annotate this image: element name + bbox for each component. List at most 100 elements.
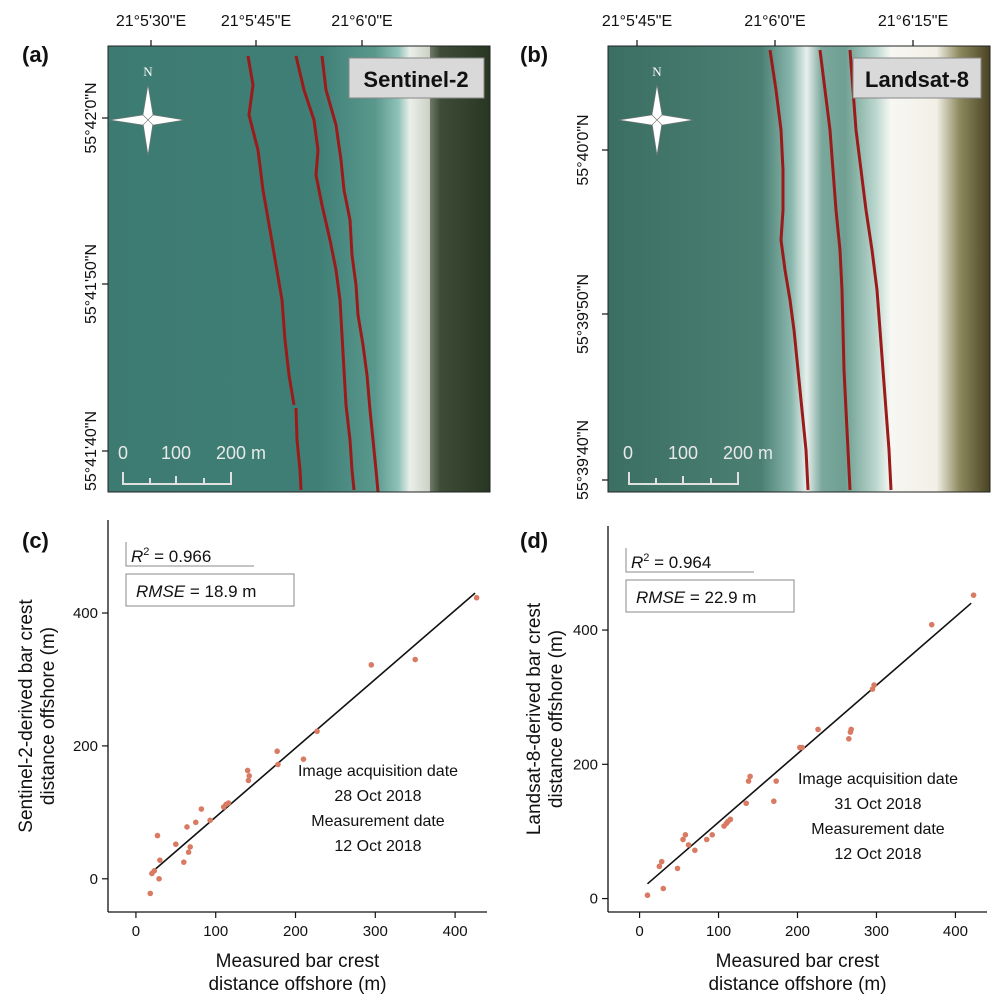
data-point-c-23 <box>314 728 320 735</box>
x-tick-label-d-200: 200 <box>785 923 810 940</box>
rmse-box-c <box>125 573 295 607</box>
lon-label-b-2: 21°6'0"E <box>744 13 805 30</box>
y-tick-label-d-400: 400 <box>573 622 598 639</box>
y-tick-label-c-200: 200 <box>73 738 98 755</box>
data-point-c-22 <box>300 756 307 762</box>
data-point-c-25 <box>412 656 418 663</box>
scale-label-b-0: 0 <box>623 443 633 463</box>
bar-crest-line-b1 <box>768 49 810 491</box>
data-point-d-3 <box>660 885 667 892</box>
data-point-c-24 <box>368 662 375 668</box>
r2-label-c: R2 = 0.966 <box>131 546 211 566</box>
lon-label-b-3: 21°6'15"E <box>878 13 948 30</box>
scale-label-a-100: 100 <box>161 443 191 463</box>
data-point-d-23 <box>846 736 852 742</box>
scale-bar-b: 0 100 200 m <box>623 443 773 485</box>
panel-letter-c: (c) <box>22 528 49 553</box>
x-tick-label-d-100: 100 <box>706 923 731 940</box>
x-tick-label-c-0: 0 <box>132 923 140 940</box>
data-point-d-0 <box>644 892 651 899</box>
data-point-d-17 <box>747 773 753 780</box>
x-axis-title2-c: distance offshore (m) <box>208 974 386 995</box>
data-point-d-14 <box>727 816 734 823</box>
annotation-line-d-3: 12 Oct 2018 <box>834 846 921 863</box>
lat-label-a-3: 55°41'40"N <box>83 411 100 491</box>
data-point-d-27 <box>871 682 877 688</box>
data-point-d-4 <box>674 865 681 872</box>
data-point-d-28 <box>928 621 935 628</box>
data-point-d-9 <box>703 836 710 843</box>
panel-letter-a: (a) <box>22 42 49 67</box>
fit-line-d <box>646 602 972 885</box>
bar-crest-line-a2 <box>294 407 303 491</box>
forest-texture-a <box>430 46 490 492</box>
r2-box-d <box>625 548 754 573</box>
y-tick-label-c-400: 400 <box>73 605 98 622</box>
data-point-c-20 <box>274 748 280 755</box>
bar-crest-line-a1 <box>246 55 296 406</box>
panel-letter-d: (d) <box>520 528 548 553</box>
data-point-c-4 <box>156 875 162 882</box>
data-point-c-0 <box>147 890 154 897</box>
data-point-c-12 <box>198 806 205 812</box>
data-point-d-15 <box>743 800 749 807</box>
annotation-line-d-0: Image acquisition date <box>798 771 958 788</box>
data-point-c-18 <box>245 777 252 784</box>
data-point-d-5 <box>680 836 686 843</box>
north-arrow-b: N <box>618 64 694 156</box>
x-tick-label-d-0: 0 <box>635 923 643 940</box>
data-point-c-11 <box>192 819 199 826</box>
data-point-d-22 <box>815 726 821 733</box>
rmse-box-d <box>625 579 795 613</box>
x-axis-title-d: Measured bar crest <box>716 951 880 972</box>
lon-ticks-a <box>102 40 363 452</box>
scale-bar-a: 0 100 200 m <box>118 443 266 485</box>
x-tick-label-c-200: 200 <box>283 923 308 940</box>
sensor-label-b: Landsat-8 <box>865 67 969 92</box>
data-point-c-2 <box>151 868 158 874</box>
x-tick-label-d-300: 300 <box>864 923 889 940</box>
r2-box-c <box>125 542 254 567</box>
y-tick-label-c-0: 0 <box>90 871 98 888</box>
fit-line-c <box>149 592 476 875</box>
scale-label-b-100: 100 <box>668 443 698 463</box>
annotation-line-c-3: 12 Oct 2018 <box>334 838 421 855</box>
lon-ticks-b <box>602 40 914 481</box>
lon-label-b-1: 21°5'45"E <box>602 13 672 30</box>
scale-label-b-200: 200 m <box>723 443 773 463</box>
satellite-image-b <box>608 46 990 492</box>
map-panel-a: N Sentinel-2 0 100 200 m 21°5'30"E 21°5'… <box>22 13 491 493</box>
annotation-line-c-2: Measurement date <box>311 813 445 830</box>
bar-crest-line-b2 <box>818 49 852 491</box>
data-point-d-29 <box>970 592 977 598</box>
data-point-d-8 <box>692 847 698 854</box>
annotation-line-c-1: 28 Oct 2018 <box>334 788 421 805</box>
data-point-d-16 <box>745 778 752 784</box>
data-point-c-8 <box>184 824 190 830</box>
scale-label-a-0: 0 <box>118 443 128 463</box>
data-point-c-17 <box>244 767 251 774</box>
lon-label-a-2: 21°5'45"E <box>221 13 291 30</box>
north-label-b: N <box>652 64 662 79</box>
data-point-c-19 <box>246 772 253 779</box>
data-point-c-26 <box>473 594 480 601</box>
y-tick-label-d-0: 0 <box>590 891 598 908</box>
rmse-label-c: RMSE = 18.9 m <box>136 582 256 601</box>
data-point-c-7 <box>181 859 187 865</box>
data-point-d-6 <box>682 832 689 838</box>
x-tick-label-c-300: 300 <box>363 923 388 940</box>
data-point-c-10 <box>187 844 193 850</box>
data-point-c-13 <box>207 817 213 824</box>
map-panel-b: N Landsat-8 0 100 200 m 21°5'45"E 21°6'0… <box>520 13 991 500</box>
x-axis-title-c: Measured bar crest <box>216 951 380 972</box>
annotation-line-d-1: 31 Oct 2018 <box>834 796 921 813</box>
bar-crest-line-b3 <box>848 49 893 491</box>
x-tick-label-c-100: 100 <box>203 923 228 940</box>
sensor-label-box-b <box>852 57 982 99</box>
annotation-line-c-0: Image acquisition date <box>298 763 458 780</box>
y-tick-label-d-200: 200 <box>573 756 598 773</box>
y-axis-title2-d: distance offshore (m) <box>546 630 567 808</box>
north-arrow-a: N <box>109 64 185 156</box>
